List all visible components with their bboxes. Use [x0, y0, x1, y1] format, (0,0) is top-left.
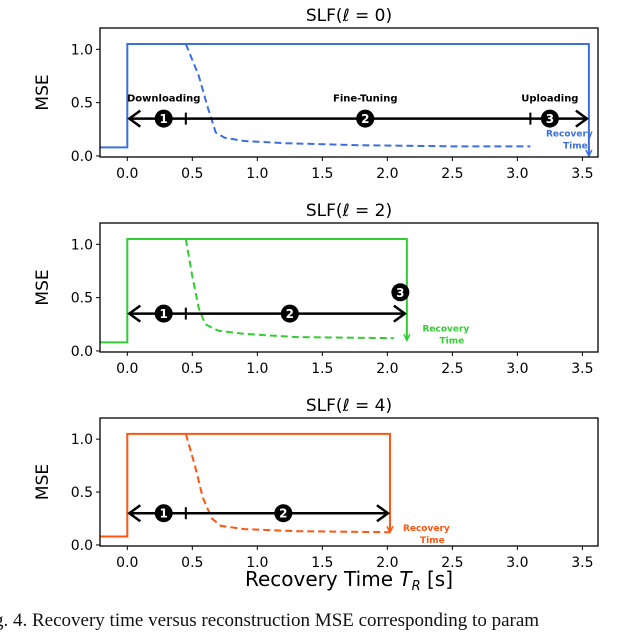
x-tick-label: 3.0 [506, 361, 528, 377]
x-tick-label: 1.0 [246, 555, 268, 571]
phase-number: 1 [160, 307, 168, 321]
y-axis-label: MSE [33, 464, 53, 500]
phase-label: Downloading [127, 94, 200, 105]
phase-number: 3 [396, 286, 404, 300]
dashed-line [184, 433, 390, 534]
subplot-2: SLF(ℓ = 4) MSE 0.0 0.5 1.0 0.0 0.5 1.0 1.5 2.0 2.5… [33, 396, 599, 571]
x-tick-label: 0.5 [181, 361, 203, 377]
subplot-0: SLF(ℓ = 0) MSE 0.0 0.5 1.0 0.0 0.5 1.0 1.5 2.0 2.5… [33, 6, 599, 182]
subplot-1: SLF(ℓ = 2) MSE 0.0 0.5 1.0 0.0 0.5 1.0 1.5 2.0 2.5… [33, 201, 599, 377]
x-tick-label: 0.5 [181, 166, 203, 182]
recovery-time-annotation: Recovery [422, 325, 469, 335]
y-tick-label: 0.0 [71, 344, 93, 360]
y-tick-label: 0.5 [71, 291, 93, 307]
x-axis-label: Recovery Time TR [s] [245, 567, 453, 594]
phase-label: Fine-Tuning [333, 94, 398, 105]
phase-number: 2 [361, 112, 369, 126]
phase-arrow-right-head [393, 304, 407, 323]
phase-marker [154, 504, 173, 523]
x-tick-label: 3.0 [506, 166, 528, 182]
phase-marker [274, 504, 293, 523]
phase-arrow-right-head [376, 504, 391, 523]
x-tick-label: 1.5 [311, 361, 333, 377]
recovery-time-annotation: Time [563, 142, 588, 152]
subplot-title: SLF(ℓ = 0) [306, 6, 392, 26]
recovery-time-annotation: Time [420, 536, 445, 546]
y-tick-label: 0.5 [71, 485, 93, 501]
y-tick-label: 1.0 [71, 237, 93, 253]
recovery-time-annotation: Recovery [403, 524, 450, 534]
y-tick-label: 1.0 [71, 42, 93, 58]
x-tick-label: 2.0 [376, 166, 398, 182]
y-tick-label: 1.0 [71, 432, 93, 448]
phase-arrow-left-head [127, 504, 142, 523]
x-tick-label: 1.5 [311, 555, 333, 571]
x-tick-label: 0.0 [116, 555, 138, 571]
y-tick-label: 0.0 [71, 149, 93, 165]
phase-marker [391, 283, 410, 302]
x-tick-label: 2.5 [441, 361, 463, 377]
phase-number: 3 [546, 112, 554, 126]
x-tick-label: 3.0 [506, 555, 528, 571]
subplot-title: SLF(ℓ = 2) [306, 201, 392, 221]
x-tick-label: 0.5 [181, 555, 203, 571]
x-tick-label: 3.5 [571, 166, 593, 182]
axes-frame [99, 417, 599, 547]
x-tick-label: 3.5 [571, 555, 593, 571]
x-tick-label: 0.0 [116, 166, 138, 182]
dashed-line [184, 238, 394, 340]
axes-frame [99, 27, 599, 158]
solid-line [100, 432, 391, 538]
y-tick-label: 0.0 [71, 538, 93, 554]
y-axis-label: MSE [33, 74, 53, 110]
subplot-title: SLF(ℓ = 4) [306, 396, 392, 416]
phase-arrow-right-head [575, 109, 590, 128]
dashed-line [184, 43, 531, 148]
x-tick-label: 1.0 [246, 361, 268, 377]
phase-number: 1 [160, 507, 168, 521]
x-tick-label: 2.5 [441, 166, 463, 182]
x-tick-label: 2.0 [376, 555, 398, 571]
x-tick-label: 1.0 [246, 166, 268, 182]
solid-line [100, 42, 590, 156]
phase-number: 2 [279, 507, 287, 521]
phase-marker [154, 304, 173, 323]
figure-caption: g. 4. Recovery time versus reconstructio… [0, 610, 540, 631]
solid-line [100, 237, 408, 344]
phase-marker [280, 304, 299, 323]
x-tick-label: 1.5 [311, 166, 333, 182]
phase-marker [540, 109, 559, 128]
phase-marker [356, 109, 375, 128]
phase-number: 1 [160, 112, 168, 126]
x-tick-label: 2.0 [376, 361, 398, 377]
x-tick-label: 3.5 [571, 361, 593, 377]
phase-arrow-left-head [127, 304, 142, 323]
recovery-time-annotation: Time [440, 337, 465, 347]
y-tick-label: 0.5 [71, 96, 93, 112]
phase-label: Uploading [521, 94, 578, 105]
x-tick-label: 2.5 [441, 555, 463, 571]
solid-line-arrowhead [585, 149, 593, 158]
x-tick-label: 0.0 [116, 361, 138, 377]
y-axis-label: MSE [33, 269, 53, 305]
solid-line-arrowhead [403, 333, 411, 342]
phase-number: 2 [286, 307, 294, 321]
phase-arrow-left-head [127, 109, 142, 128]
phase-marker [154, 109, 173, 128]
recovery-time-annotation: Recovery [546, 130, 593, 140]
axes-frame [99, 222, 599, 353]
